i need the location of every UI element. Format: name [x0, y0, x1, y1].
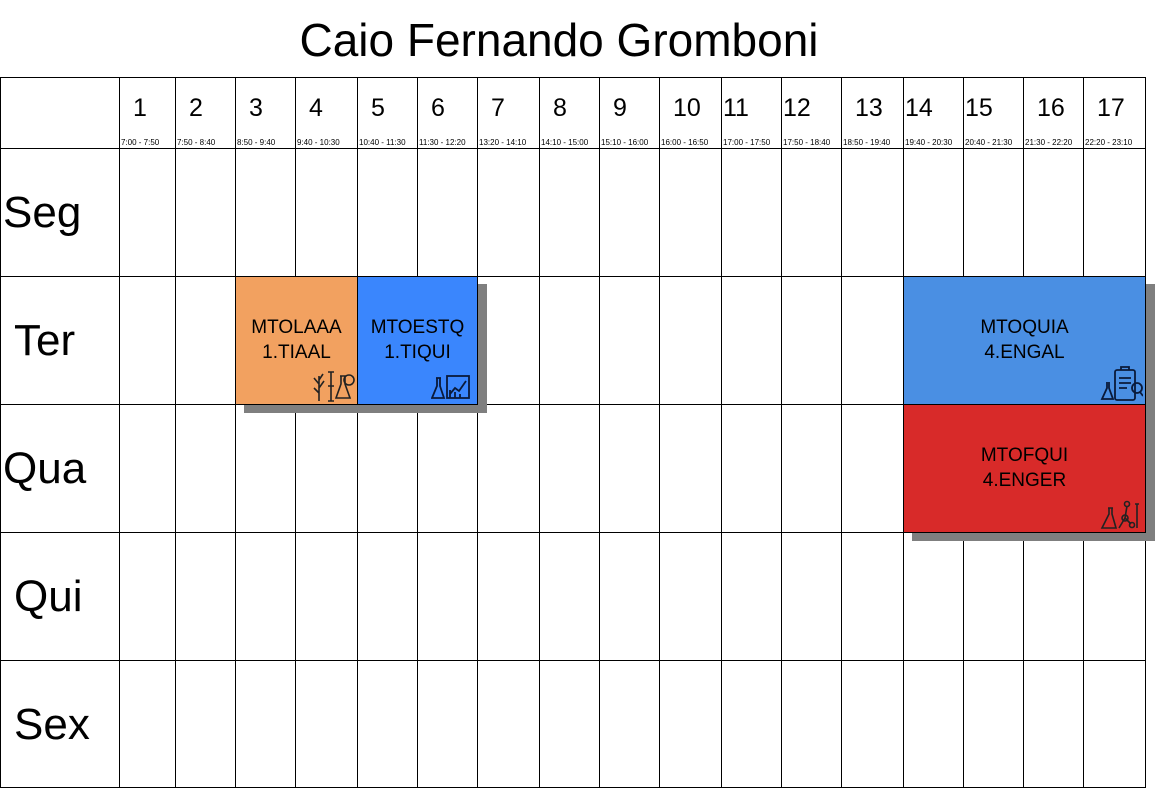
slot-time: 22:20 - 23:10: [1085, 138, 1133, 147]
class-code: MTOESTQ: [370, 317, 465, 338]
class-block[interactable]: MTOLAAA 1.TIAAL: [235, 276, 358, 405]
plants-lab-icon: [313, 371, 355, 402]
grid-line: [417, 77, 418, 788]
grid-line: [599, 77, 600, 788]
slot-number: 9: [613, 94, 627, 122]
grid-line: [477, 77, 478, 788]
slot-time: 16:00 - 16:50: [661, 138, 709, 147]
slot-time: 11:30 - 12:20: [419, 138, 466, 147]
class-code: MTOFQUI: [980, 445, 1069, 466]
slot-number: 11: [723, 94, 749, 122]
slot-number: 16: [1037, 94, 1065, 122]
grid-line: [357, 77, 358, 788]
grid-line: [0, 660, 1146, 661]
slot-number: 6: [431, 94, 445, 122]
slot-time: 21:30 - 22:20: [1025, 138, 1073, 147]
slot-number: 15: [965, 94, 993, 122]
slot-number: 13: [855, 94, 883, 122]
class-text: MTOQUIA 4.ENGAL: [904, 315, 1145, 365]
grid-line: [0, 148, 1146, 149]
grid-line: [175, 77, 176, 788]
day-label: Ter: [14, 316, 76, 365]
slot-number: 17: [1097, 94, 1125, 122]
grid-line: [781, 77, 782, 788]
slot-number: 12: [783, 94, 811, 122]
class-code: MTOLAAA: [251, 317, 342, 338]
grid-line: [0, 77, 1146, 78]
grid-line: [0, 404, 1146, 405]
slot-number: 4: [309, 94, 323, 122]
slot-time: 18:50 - 19:40: [843, 138, 891, 147]
grid-line: [0, 276, 1146, 277]
slot-time: 10:40 - 11:30: [359, 138, 406, 147]
grid-line: [119, 77, 120, 788]
slot-number: 3: [249, 94, 263, 122]
class-block[interactable]: MTOESTQ 1.TIQUI: [357, 276, 478, 405]
day-label: Qua: [3, 444, 87, 493]
slot-number: 8: [553, 94, 567, 122]
slot-time: 7:50 - 8:40: [177, 138, 216, 147]
slot-time: 17:00 - 17:50: [723, 138, 771, 147]
chemistry-chart-icon: [431, 375, 470, 399]
class-block[interactable]: MTOQUIA 4.ENGAL: [903, 276, 1146, 405]
slot-time: 7:00 - 7:50: [121, 138, 160, 147]
class-block[interactable]: MTOFQUI 4.ENGER: [903, 404, 1146, 533]
page-title: Caio Fernando Gromboni: [299, 14, 819, 66]
grid-line: [0, 532, 1146, 533]
lab-report-icon: [1100, 366, 1143, 401]
day-label: Seg: [3, 188, 82, 237]
grid-line: [0, 787, 1146, 788]
class-text: MTOESTQ 1.TIQUI: [358, 315, 477, 365]
molecule-flask-icon: [1100, 500, 1139, 529]
grid-line: [295, 77, 296, 788]
slot-number: 2: [189, 94, 203, 122]
grid-line: [721, 77, 722, 788]
slot-time: 13:20 - 14:10: [479, 138, 527, 147]
slot-number: 7: [491, 94, 505, 122]
class-code: MTOQUIA: [980, 317, 1069, 338]
slot-time: 17:50 - 18:40: [783, 138, 831, 147]
grid-line: [0, 77, 1, 788]
slot-time: 19:40 - 20:30: [905, 138, 953, 147]
day-label: Sex: [14, 700, 90, 749]
slot-time: 20:40 - 21:30: [965, 138, 1013, 147]
grid-line: [235, 77, 236, 788]
class-group: 4.ENGER: [982, 470, 1067, 491]
class-text: MTOLAAA 1.TIAAL: [236, 315, 357, 365]
grid-line: [841, 77, 842, 788]
slot-number: 10: [673, 94, 701, 122]
slot-time: 9:40 - 10:30: [297, 138, 340, 147]
slot-time: 8:50 - 9:40: [237, 138, 276, 147]
slot-number: 5: [371, 94, 385, 122]
slot-time: 14:10 - 15:00: [541, 138, 589, 147]
slot-number: 1: [133, 94, 147, 122]
grid-line: [539, 77, 540, 788]
grid-line: [659, 77, 660, 788]
class-group: 1.TIQUI: [384, 342, 451, 363]
class-group: 1.TIAAL: [262, 342, 331, 363]
class-text: MTOFQUI 4.ENGER: [904, 443, 1145, 493]
slot-number: 14: [905, 94, 933, 122]
class-group: 4.ENGAL: [984, 342, 1065, 363]
slot-time: 15:10 - 16:00: [601, 138, 649, 147]
day-label: Qui: [14, 572, 83, 621]
